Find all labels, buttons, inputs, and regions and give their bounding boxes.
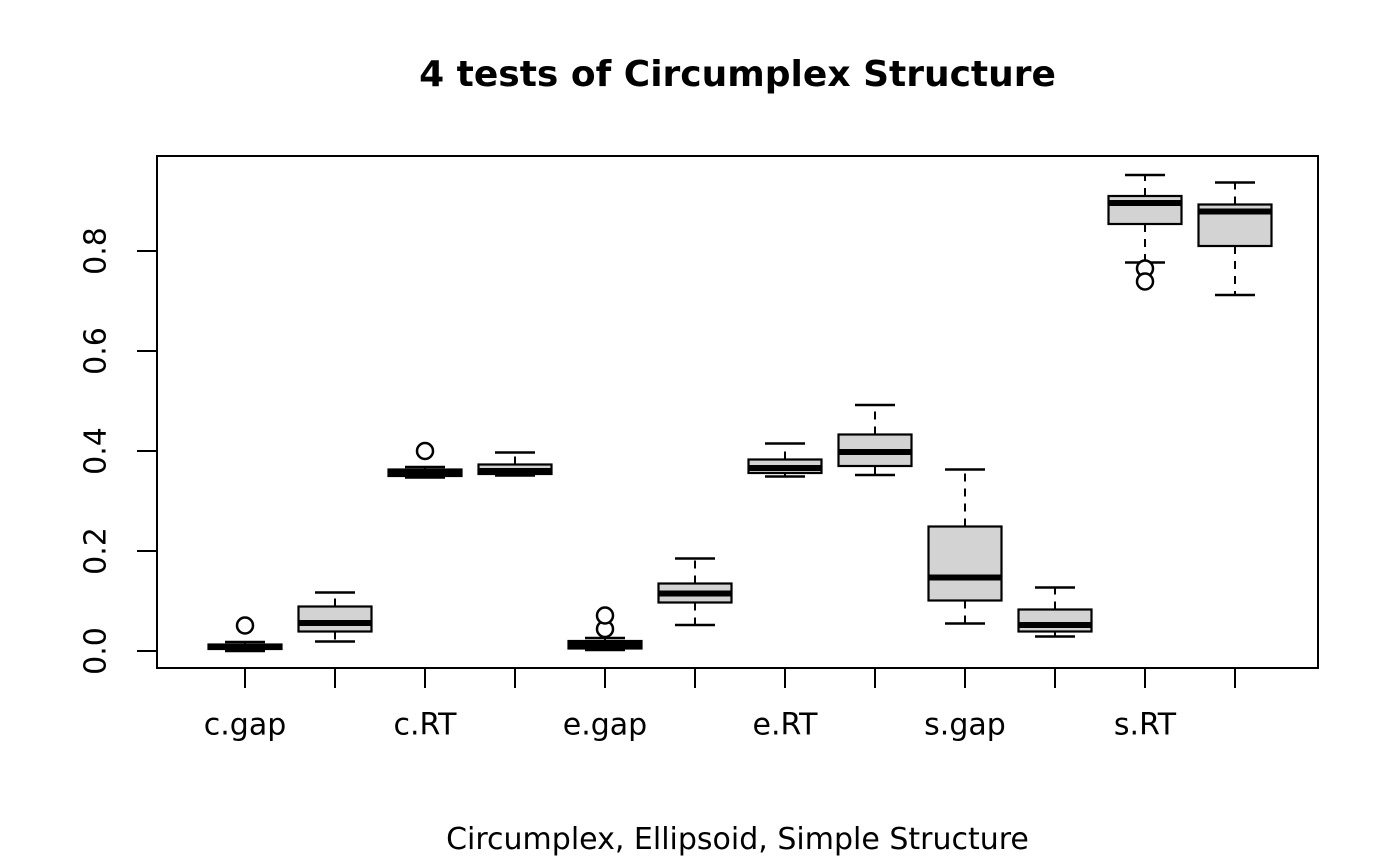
box-rect bbox=[1017, 608, 1093, 633]
plot-border bbox=[156, 155, 1319, 669]
box-rect bbox=[927, 525, 1003, 602]
group-label: e.gap bbox=[563, 708, 647, 743]
y-axis-tick-label: 0.4 bbox=[79, 427, 114, 475]
group-label: c.RT bbox=[393, 708, 457, 743]
y-axis-tick-label: 0.0 bbox=[79, 627, 114, 675]
x-axis-caption: Circumplex, Ellipsoid, Simple Structure bbox=[446, 822, 1029, 857]
chart-title: 4 tests of Circumplex Structure bbox=[419, 54, 1056, 95]
y-axis-tick-label: 0.8 bbox=[79, 227, 114, 275]
box-outlier-point bbox=[1135, 272, 1155, 291]
y-axis-tick-label: 0.2 bbox=[79, 527, 114, 575]
group-label: c.gap bbox=[204, 708, 287, 743]
box-outlier-point bbox=[235, 616, 255, 635]
group-label: s.gap bbox=[924, 708, 1006, 743]
box-outlier-point bbox=[595, 606, 615, 625]
y-axis-tick-label: 0.6 bbox=[79, 327, 114, 375]
box-outlier-point bbox=[415, 441, 435, 461]
box-rect bbox=[297, 605, 373, 633]
group-label: e.RT bbox=[753, 708, 819, 743]
group-label: s.RT bbox=[1114, 708, 1177, 743]
